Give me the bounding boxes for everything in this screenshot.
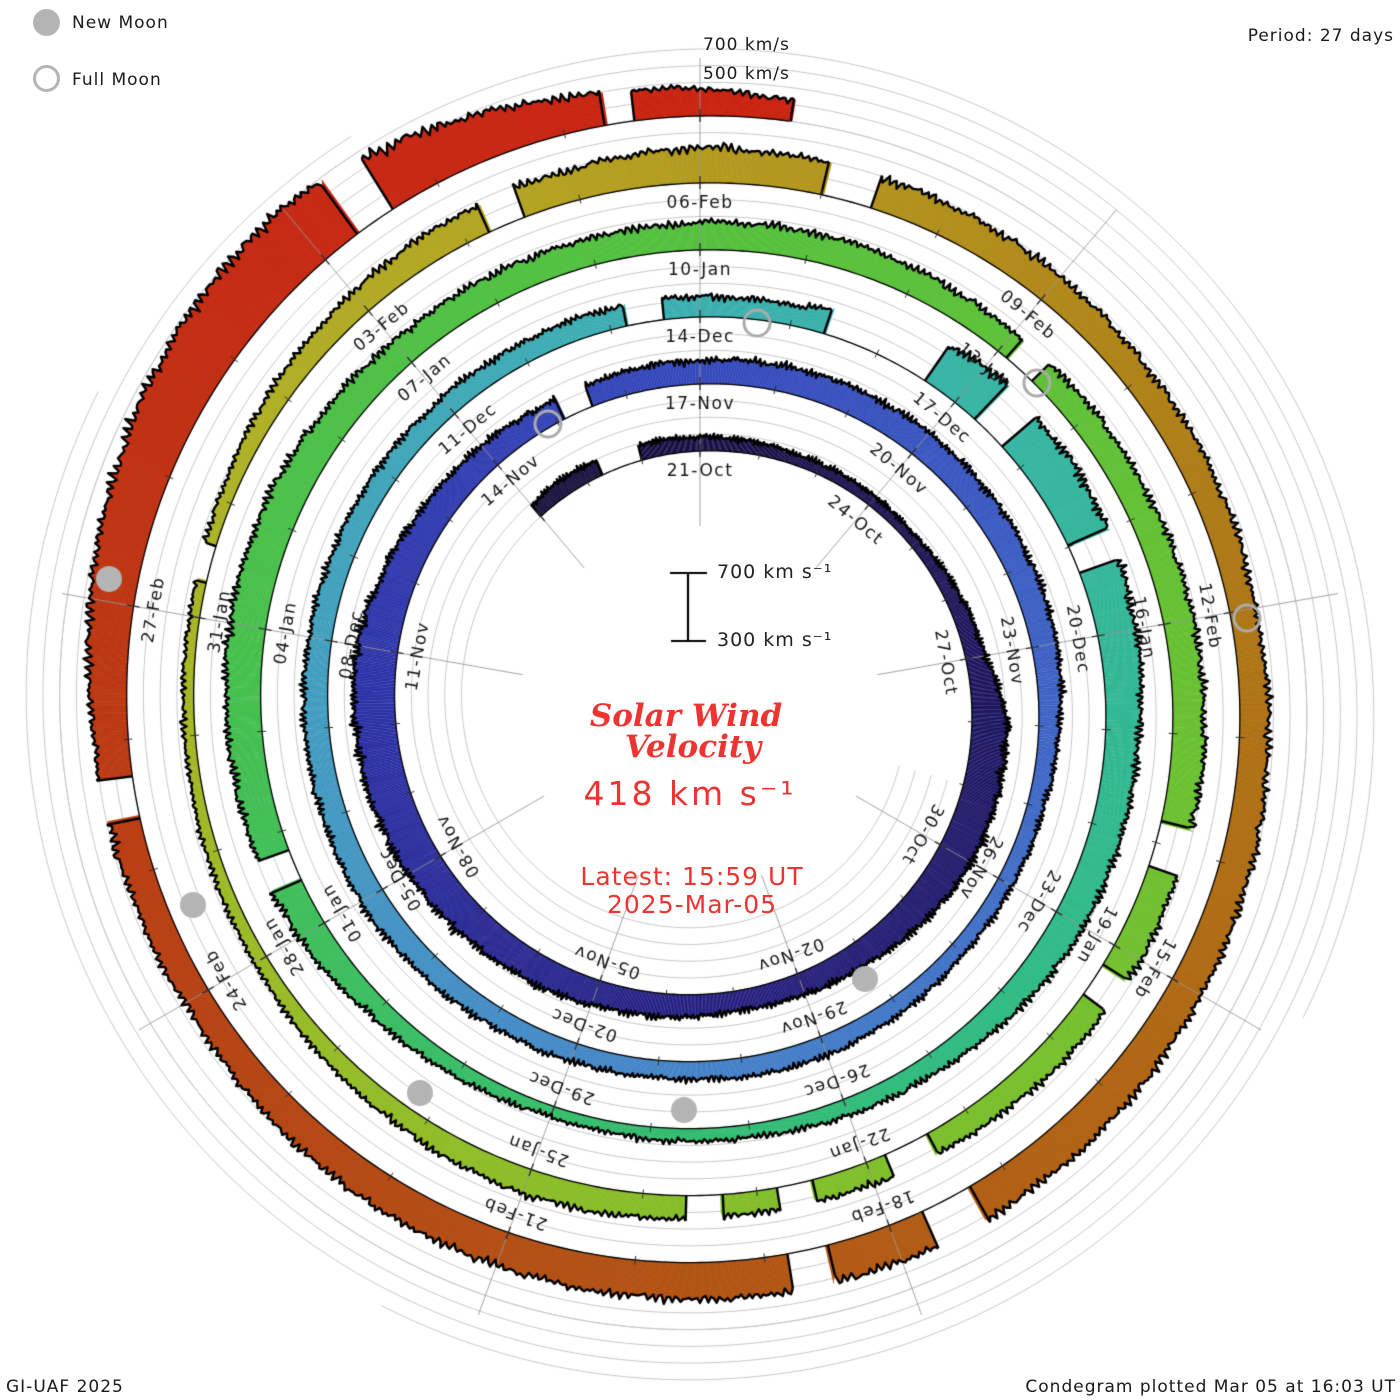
period-label: Period: 27 days <box>1247 26 1394 46</box>
latest-date-label: 2025-Mar-05 <box>606 890 778 919</box>
legend-new-moon-label: New Moon <box>72 13 169 33</box>
latest-time-label: Latest: 15:59 UT <box>580 862 804 891</box>
credit-label: GI-UAF 2025 <box>6 1377 124 1397</box>
chart-title-line2: Velocity <box>624 729 762 765</box>
plotted-time-label: Condegram plotted Mar 05 at 16:03 UT <box>1025 1377 1396 1397</box>
current-velocity-value: 418 km s⁻¹ <box>583 774 797 813</box>
scalebar-bottom-label: 300 km s⁻¹ <box>717 629 833 651</box>
grid-label-500: 500 km/s <box>703 64 790 84</box>
grid-label-700: 700 km/s <box>703 35 790 55</box>
legend-full-moon-label: Full Moon <box>72 70 162 90</box>
new-moon-icon <box>33 9 60 36</box>
full-moon-icon <box>33 65 60 92</box>
scalebar-top-label: 700 km s⁻¹ <box>717 561 833 583</box>
chart-title-line1: Solar Wind <box>589 698 783 734</box>
